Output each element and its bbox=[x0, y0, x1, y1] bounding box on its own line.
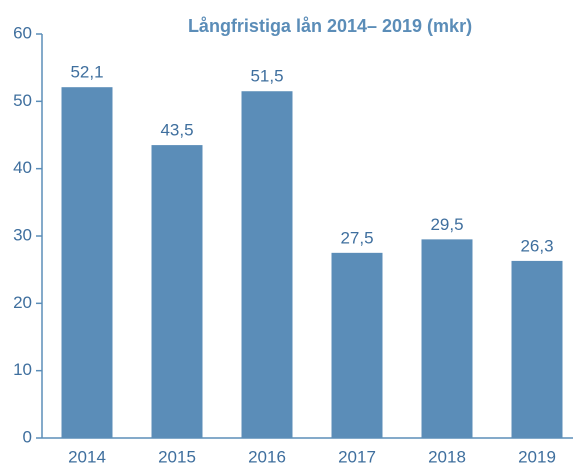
x-tick-label: 2017 bbox=[338, 447, 376, 466]
y-tick-label: 30 bbox=[13, 225, 32, 244]
value-label: 51,5 bbox=[250, 67, 283, 86]
value-label: 52,1 bbox=[70, 63, 103, 82]
value-label: 29,5 bbox=[430, 215, 463, 234]
y-tick-label: 10 bbox=[13, 360, 32, 379]
bar bbox=[421, 239, 473, 438]
x-tick-label: 2019 bbox=[518, 447, 556, 466]
x-tick-label: 2016 bbox=[248, 447, 286, 466]
bar bbox=[511, 260, 563, 438]
y-tick-label: 20 bbox=[13, 293, 32, 312]
bar bbox=[61, 87, 113, 439]
chart-title: Långfristiga lån 2014– 2019 (mkr) bbox=[188, 16, 472, 36]
bar bbox=[241, 91, 293, 438]
value-label: 43,5 bbox=[160, 121, 193, 140]
value-label: 26,3 bbox=[520, 236, 553, 255]
bar bbox=[331, 252, 383, 438]
y-tick-label: 60 bbox=[13, 23, 32, 42]
y-tick-label: 50 bbox=[13, 91, 32, 110]
x-tick-label: 2014 bbox=[68, 447, 106, 466]
y-tick-label: 40 bbox=[13, 158, 32, 177]
x-tick-label: 2018 bbox=[428, 447, 466, 466]
y-tick-label: 0 bbox=[23, 427, 32, 446]
value-label: 27,5 bbox=[340, 228, 373, 247]
bar bbox=[151, 145, 203, 438]
x-tick-label: 2015 bbox=[158, 447, 196, 466]
